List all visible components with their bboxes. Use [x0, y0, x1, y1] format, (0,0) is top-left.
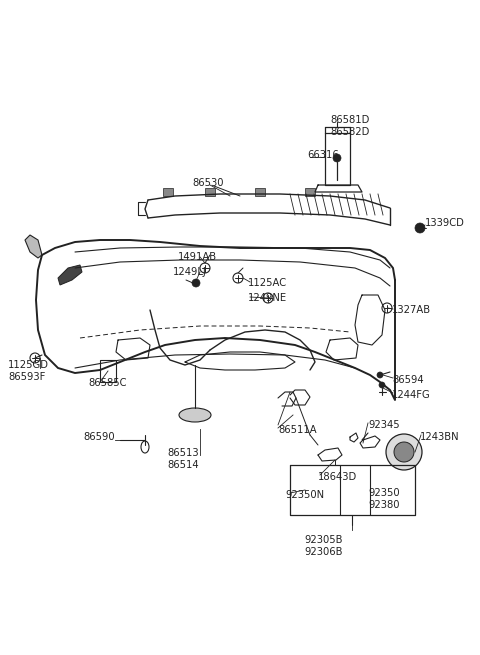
Text: 1249NE: 1249NE	[248, 293, 287, 303]
Text: 1491AB: 1491AB	[178, 252, 217, 262]
Text: 1327AB: 1327AB	[392, 305, 431, 315]
Ellipse shape	[141, 441, 149, 453]
Circle shape	[386, 434, 422, 470]
Text: 18643D: 18643D	[318, 472, 357, 482]
Text: 86594: 86594	[392, 375, 424, 385]
Circle shape	[333, 154, 341, 162]
Text: 92350
92380: 92350 92380	[368, 488, 400, 510]
Bar	[305, 188, 315, 196]
Text: 66316: 66316	[307, 150, 339, 160]
Circle shape	[394, 442, 414, 462]
Text: 1339CD: 1339CD	[425, 218, 465, 228]
Ellipse shape	[179, 408, 211, 422]
Bar	[205, 188, 215, 196]
Text: 86585C: 86585C	[88, 378, 127, 388]
Text: 92345: 92345	[368, 420, 400, 430]
Circle shape	[263, 293, 273, 303]
Text: 86511A: 86511A	[278, 425, 317, 435]
Text: 1243BN: 1243BN	[420, 432, 460, 442]
Circle shape	[233, 273, 243, 283]
Text: 86590: 86590	[83, 432, 115, 442]
Bar	[255, 188, 265, 196]
Text: 86581D
86582D: 86581D 86582D	[330, 115, 370, 137]
Text: 86513
86514: 86513 86514	[167, 448, 199, 470]
Bar	[100, 360, 116, 382]
Circle shape	[377, 372, 383, 378]
Circle shape	[379, 382, 385, 388]
Circle shape	[30, 353, 40, 363]
Circle shape	[192, 279, 200, 287]
Text: 92350N: 92350N	[285, 490, 324, 500]
Text: 92305B
92306B: 92305B 92306B	[304, 535, 343, 557]
Text: 1125AC: 1125AC	[248, 278, 287, 288]
Text: 1244FG: 1244FG	[392, 390, 431, 400]
Circle shape	[415, 223, 425, 233]
Circle shape	[200, 263, 210, 273]
Polygon shape	[58, 265, 82, 285]
Text: 1125GD
86593F: 1125GD 86593F	[8, 360, 49, 382]
Polygon shape	[25, 235, 42, 258]
Text: 1249LJ: 1249LJ	[173, 267, 207, 277]
Circle shape	[382, 303, 392, 313]
Text: 86530: 86530	[192, 178, 224, 188]
Bar	[163, 188, 173, 196]
